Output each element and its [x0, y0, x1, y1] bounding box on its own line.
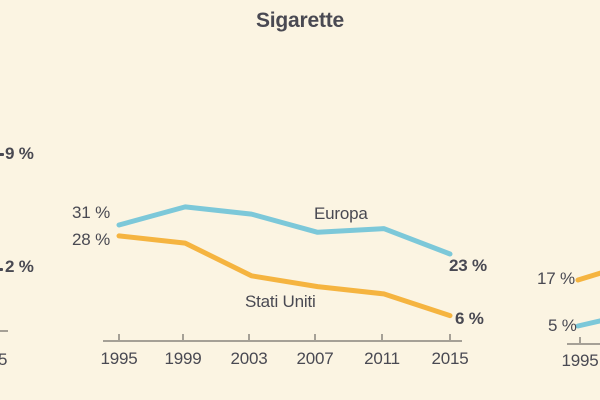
x-tick-label-2003: 2003	[230, 349, 268, 368]
line-stati-uniti	[116, 233, 453, 319]
right-partial-us-start-value-label: 17 %	[537, 269, 575, 288]
cropped-digit-fragment	[0, 268, 3, 271]
us-series-label: Stati Uniti	[245, 292, 316, 311]
europe-end-value-label: 23 %	[449, 256, 487, 275]
x-axis	[103, 334, 462, 342]
europe-line-fragment	[575, 318, 600, 329]
us-start-value-label: 28 %	[72, 230, 110, 249]
x-tick-label-1995: 1995	[100, 349, 138, 368]
europe-series-label: Europa	[314, 204, 368, 223]
line-europa	[116, 204, 453, 257]
left-partial-end-value-label: 9 %	[5, 144, 34, 163]
left-partial-end-value-label: 2 %	[5, 257, 34, 276]
x-tick-label-2011: 2011	[364, 349, 400, 368]
us-line-fragment	[575, 270, 600, 283]
chart-title: Sigarette	[255, 9, 345, 32]
right-partial-europe-start-value-label: 5 %	[548, 316, 577, 335]
x-tick-label-1999: 1999	[164, 349, 202, 368]
x-tick-label-2007: 2007	[296, 349, 334, 368]
series-lines	[116, 204, 453, 319]
right-partial-x-tick-label: 1995	[561, 351, 599, 370]
x-tick-label-2015: 2015	[431, 349, 469, 368]
left-partial-x-tick-label: 5	[0, 350, 8, 369]
cropped-digit-fragment	[0, 153, 4, 156]
europe-start-value-label: 31 %	[72, 203, 110, 222]
us-end-value-label: 6 %	[455, 309, 484, 328]
